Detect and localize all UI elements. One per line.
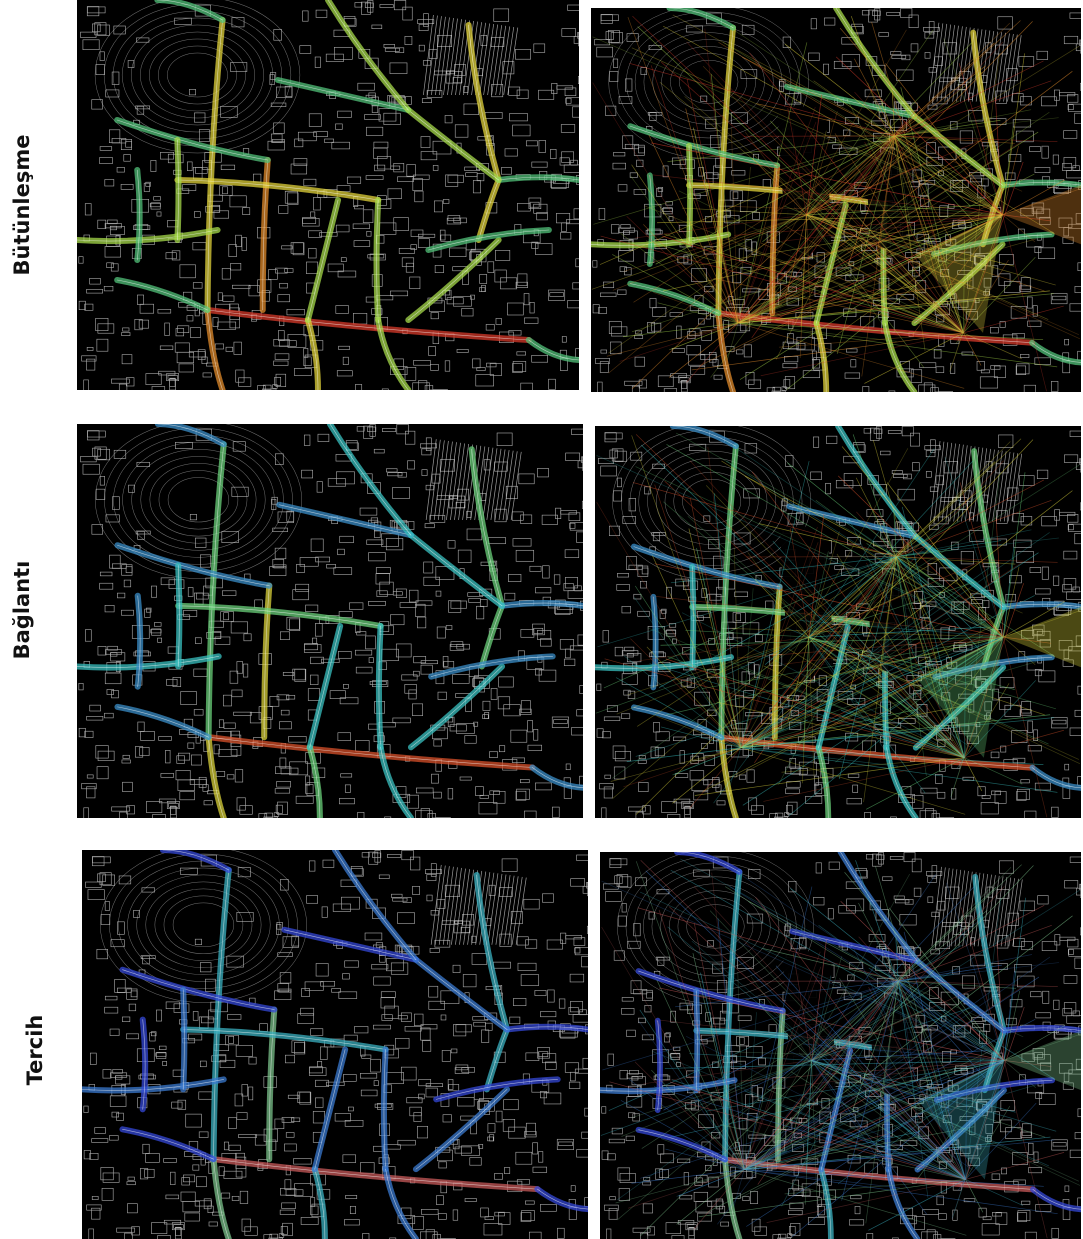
map-baglanti-street	[77, 424, 583, 818]
map-butunlesme-street	[77, 0, 579, 390]
map-butunlesme-visibility	[591, 8, 1081, 392]
map-canvas	[77, 0, 579, 390]
map-canvas	[600, 852, 1081, 1239]
map-tercih-visibility	[600, 852, 1081, 1239]
map-canvas	[77, 424, 583, 818]
map-baglanti-visibility	[595, 426, 1081, 818]
map-canvas	[591, 8, 1081, 392]
map-canvas	[82, 850, 588, 1239]
map-canvas	[595, 426, 1081, 818]
map-tercih-street	[82, 850, 588, 1239]
